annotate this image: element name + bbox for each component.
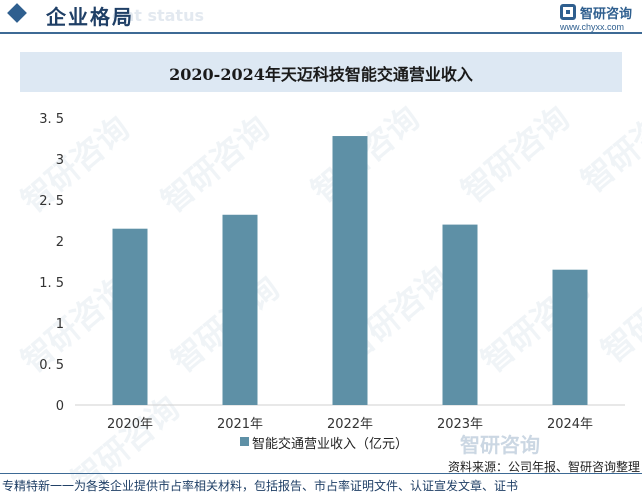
y-tick-label: 3 [56, 153, 64, 168]
header-divider [0, 32, 642, 34]
y-tick-label: 0 [56, 399, 64, 414]
legend-label: 智能交通营业收入（亿元） [252, 437, 409, 452]
x-tick-label: 2020年 [107, 417, 153, 432]
bar [332, 136, 368, 406]
legend-swatch [240, 437, 249, 446]
bar [222, 214, 258, 405]
bar [112, 228, 148, 405]
y-tick-label: 0. 5 [39, 358, 64, 373]
y-tick-label: 1 [56, 317, 64, 332]
chart-title-band: 2020-2024年天迈科技智能交通营业收入 [20, 52, 622, 92]
bottom-watermark-logo: 智研咨询 [460, 433, 540, 457]
footer-divider [0, 473, 642, 474]
x-tick-label: 2024年 [547, 417, 593, 432]
chart-title: 2020-2024年天迈科技智能交通营业收入 [169, 65, 473, 84]
y-tick-label: 1. 5 [39, 276, 64, 291]
y-tick-label: 3. 5 [39, 112, 64, 127]
footer-text: 专精特新一一为各类企业提供市占率相关材料，包括报告、市占率证明文件、认证宣发文章… [2, 479, 519, 493]
y-tick-label: 2. 5 [39, 194, 64, 209]
header-title: 企业格局 [46, 5, 134, 29]
logo-name: 智研咨询 [580, 7, 633, 22]
bar [442, 224, 478, 405]
source-note: 资料来源：公司年报、智研咨询整理 [447, 460, 640, 474]
bar [552, 269, 588, 405]
page-header: ent status 企业格局 智研咨询 www.chyxx.com [0, 0, 642, 34]
y-tick-label: 2 [56, 235, 64, 250]
x-tick-label: 2021年 [217, 417, 263, 432]
logo-url: www.chyxx.com [560, 22, 625, 32]
logo-icon [560, 4, 576, 20]
x-tick-label: 2023年 [437, 417, 483, 432]
x-tick-label: 2022年 [327, 417, 373, 432]
header-english-subtitle: ent status [112, 6, 204, 25]
